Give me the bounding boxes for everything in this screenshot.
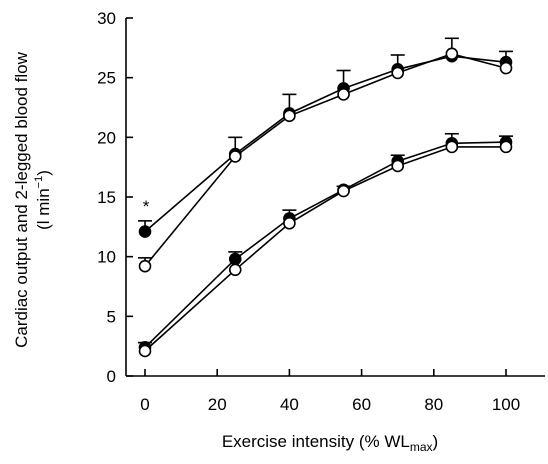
data-point [283,216,296,230]
data-point [138,259,152,273]
data-point [499,140,513,154]
data-point [391,159,405,173]
series-3 [138,132,513,354]
data-point [337,88,350,101]
data-point [138,225,152,238]
series-layer [138,37,513,358]
y-tick-label: 10 [97,248,116,267]
series-line [144,52,507,267]
data-point [228,252,242,266]
data-point [283,109,296,123]
data-point [445,140,459,154]
series-4 [138,140,513,358]
y-axis-label-line1: Cardiac output and 2-legged blood flow [12,51,31,348]
x-tick-label: 20 [208,395,227,414]
y-axis-label: Cardiac output and 2-legged blood flow (… [12,51,53,348]
data-point [445,47,459,61]
series-2 [138,47,513,273]
significance-annotation: * [143,197,150,216]
data-point [391,66,405,80]
y-axis-label-line2: (l min−1) [33,170,53,230]
x-tick-label: 0 [140,395,149,414]
series-line [144,141,507,348]
y-tick-label: 30 [97,9,116,28]
data-point [228,150,242,163]
data-point [337,184,350,198]
axes: 0 5 10 15 20 25 30 0 20 40 60 80 100 [97,9,545,414]
x-tick-label: 60 [352,395,371,414]
y-tick-label: 20 [97,128,116,147]
y-tick-label: 25 [97,69,116,88]
data-point [228,263,242,277]
series-line [144,146,506,352]
x-axis-label: Exercise intensity (% WLmax) [222,432,438,454]
x-tick-label: 80 [424,395,443,414]
x-tick-label: 100 [492,395,520,414]
y-tick-label: 5 [107,307,116,326]
y-tick-label: 15 [97,188,116,207]
data-point [138,344,152,358]
data-point [499,61,513,75]
x-tick-label: 40 [280,395,299,414]
y-tick-label: 0 [107,367,116,386]
